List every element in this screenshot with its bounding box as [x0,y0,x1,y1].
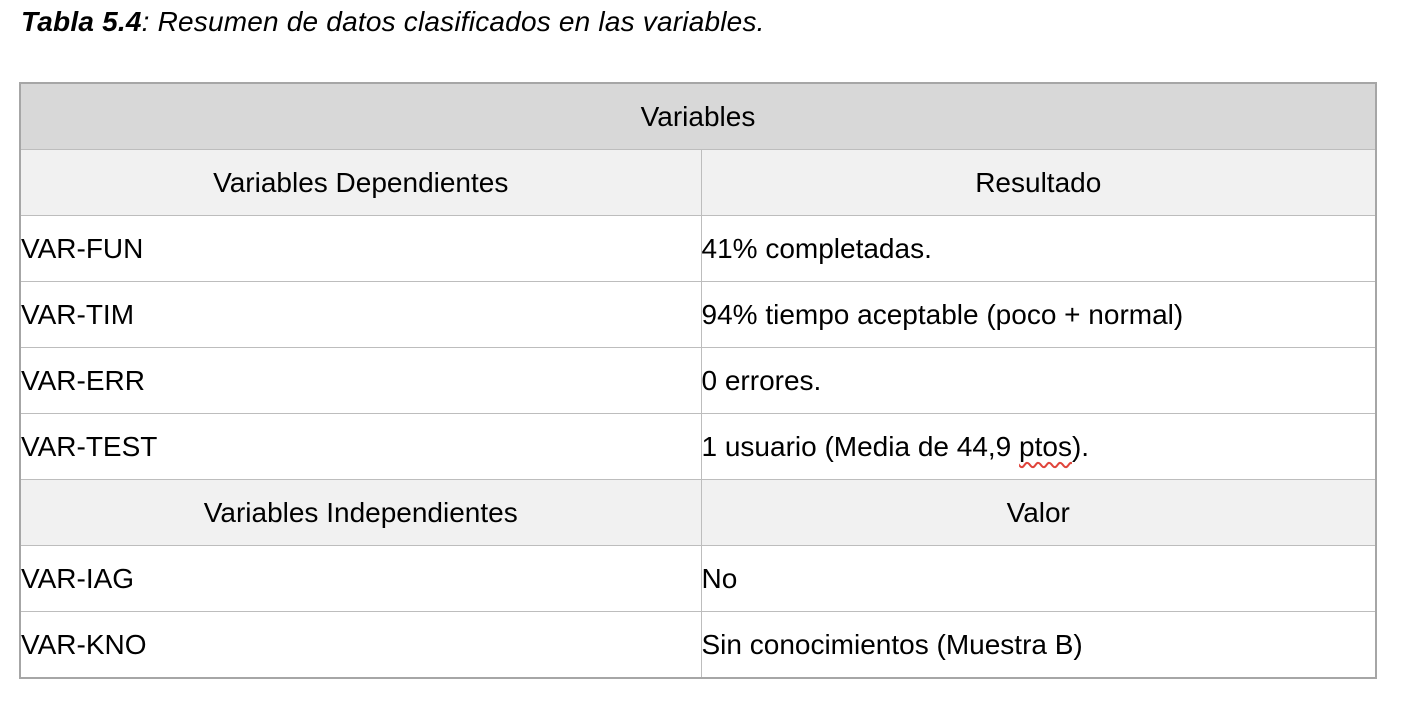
variable-value-cell: No [700,545,1377,612]
table-row: VAR-IAG No [19,545,1377,612]
table-row: VAR-TEST 1 usuario (Media de 44,9 ptos). [19,413,1377,480]
independent-header-cell: Variables Independientes [19,479,702,546]
table-caption: Tabla 5.4: Resumen de datos clasificados… [21,6,765,38]
value-text: 1 usuario (Media de 44,9 [701,430,1020,462]
resultado-header-cell: Resultado [700,149,1377,216]
table-row: VAR-ERR 0 errores. [19,347,1377,414]
variable-name-cell: VAR-FUN [19,215,702,282]
main-header-cell: Variables [19,82,1377,150]
variable-name-cell: VAR-TEST [19,413,702,480]
table-row: VAR-TIM 94% tiempo aceptable (poco + nor… [19,281,1377,348]
variable-value-cell: Sin conocimientos (Muestra B) [700,611,1377,679]
table-row: VAR-KNO Sin conocimientos (Muestra B) [19,611,1377,679]
table-row: Variables Independientes Valor [19,479,1377,546]
variable-name-cell: VAR-IAG [19,545,702,612]
variable-value-cell: 41% completadas. [700,215,1377,282]
valor-header-cell: Valor [700,479,1377,546]
variable-name-cell: VAR-KNO [19,611,702,679]
table-row: Variables Dependientes Resultado [19,149,1377,216]
value-text: ). [1071,430,1090,462]
variables-table: Variables Variables Dependientes Resulta… [19,82,1377,679]
misspelled-word: ptos [1019,430,1072,462]
table-row: Variables [19,82,1377,150]
table-caption-label: Tabla 5.4 [21,6,142,37]
variable-name-cell: VAR-TIM [19,281,702,348]
variable-value-cell: 94% tiempo aceptable (poco + normal) [700,281,1377,348]
variable-value-cell: 0 errores. [700,347,1377,414]
variable-name-cell: VAR-ERR [19,347,702,414]
variable-value-cell: 1 usuario (Media de 44,9 ptos). [700,413,1377,480]
table-caption-text: : Resumen de datos clasificados en las v… [141,6,765,37]
dependent-header-cell: Variables Dependientes [19,149,702,216]
table-row: VAR-FUN 41% completadas. [19,215,1377,282]
